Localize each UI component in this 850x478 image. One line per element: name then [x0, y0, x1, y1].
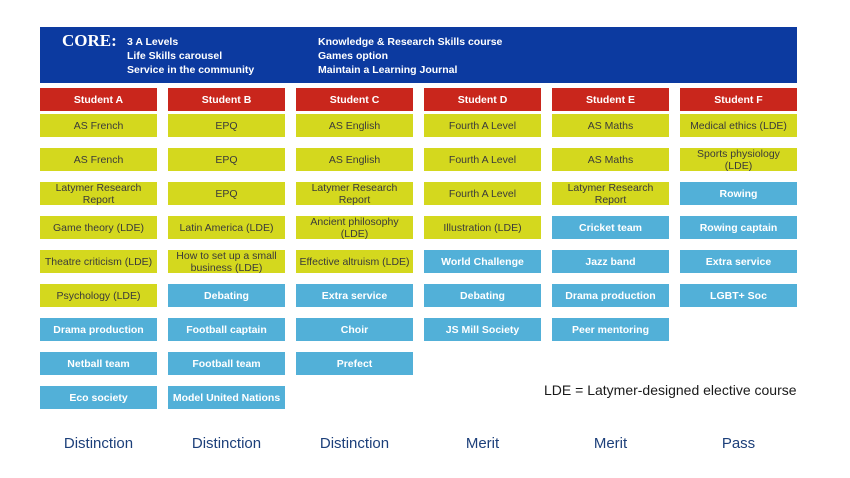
- student-header: Student A: [40, 88, 157, 111]
- activity-cell: Netball team: [40, 352, 157, 375]
- activity-cell: Cricket team: [552, 216, 669, 239]
- core-banner: CORE: 3 A Levels Life Skills carousel Se…: [40, 27, 797, 83]
- activity-cell: Illustration (LDE): [424, 216, 541, 239]
- activity-cell: JS Mill Society: [424, 318, 541, 341]
- core-title: CORE:: [62, 31, 117, 50]
- activity-cell: Latymer Research Report: [296, 182, 413, 206]
- activity-cell: Ancient philosophy (LDE): [296, 216, 413, 240]
- activity-cell: Extra service: [680, 250, 797, 273]
- activity-cell: Rowing: [680, 182, 797, 205]
- activity-cell: Effective altruism (LDE): [296, 250, 413, 273]
- activity-cell: Peer mentoring: [552, 318, 669, 341]
- activity-cell: Model United Nations: [168, 386, 285, 409]
- activity-cell: Drama production: [40, 318, 157, 341]
- activity-cell: How to set up a small business (LDE): [168, 250, 285, 274]
- activity-cell: Prefect: [296, 352, 413, 375]
- activity-cell: AS Maths: [552, 148, 669, 171]
- activity-cell: Fourth A Level: [424, 182, 541, 205]
- activity-cell: Sports physiology (LDE): [680, 148, 797, 172]
- activity-cell: EPQ: [168, 182, 285, 205]
- activity-cell: Extra service: [296, 284, 413, 307]
- grade-label: Distinction: [319, 435, 390, 452]
- activity-cell: Medical ethics (LDE): [680, 114, 797, 137]
- activity-cell: World Challenge: [424, 250, 541, 273]
- activity-cell: Latin America (LDE): [168, 216, 285, 239]
- activity-cell: AS French: [40, 148, 157, 171]
- activity-cell: Latymer Research Report: [40, 182, 157, 206]
- core-item: 3 A Levels: [127, 36, 179, 48]
- student-header: Student D: [424, 88, 541, 111]
- core-item: Service in the community: [127, 64, 255, 76]
- activity-cell: Football captain: [168, 318, 285, 341]
- activity-cell: LGBT+ Soc: [680, 284, 797, 307]
- activity-cell: AS English: [296, 114, 413, 137]
- activity-cell: EPQ: [168, 148, 285, 171]
- core-left-list: 3 A Levels Life Skills carousel Service …: [127, 35, 254, 77]
- grade-label: Distinction: [191, 435, 262, 452]
- activity-cell: Psychology (LDE): [40, 284, 157, 307]
- grade-label: Distinction: [63, 435, 134, 452]
- activity-cell: Drama production: [552, 284, 669, 307]
- activity-cell: Fourth A Level: [424, 114, 541, 137]
- core-item: Games option: [318, 50, 389, 62]
- activity-cell: Theatre criticism (LDE): [40, 250, 157, 273]
- grade-label: Merit: [465, 435, 500, 452]
- activity-cell: Eco society: [40, 386, 157, 409]
- core-item: Knowledge & Research Skills course: [318, 36, 503, 48]
- student-header: Student C: [296, 88, 413, 111]
- activity-cell: Choir: [296, 318, 413, 341]
- activity-cell: Football team: [168, 352, 285, 375]
- student-header: Student F: [680, 88, 797, 111]
- activity-cell: AS English: [296, 148, 413, 171]
- activity-cell: Debating: [424, 284, 541, 307]
- activity-cell: Game theory (LDE): [40, 216, 157, 239]
- activity-cell: EPQ: [168, 114, 285, 137]
- student-header: Student B: [168, 88, 285, 111]
- core-item: Maintain a Learning Journal: [318, 64, 458, 76]
- grade-label: Merit: [593, 435, 628, 452]
- core-right-list: Knowledge & Research Skills course Games…: [318, 35, 502, 77]
- core-item: Life Skills carousel: [127, 50, 223, 62]
- legend-note: LDE = Latymer-designed elective course: [544, 382, 797, 398]
- activity-cell: Latymer Research Report: [552, 182, 669, 206]
- student-header: Student E: [552, 88, 669, 111]
- grade-label: Pass: [721, 435, 756, 452]
- activity-cell: AS French: [40, 114, 157, 137]
- activity-cell: Debating: [168, 284, 285, 307]
- activity-cell: Jazz band: [552, 250, 669, 273]
- activity-cell: Fourth A Level: [424, 148, 541, 171]
- activity-cell: AS Maths: [552, 114, 669, 137]
- activity-cell: Rowing captain: [680, 216, 797, 239]
